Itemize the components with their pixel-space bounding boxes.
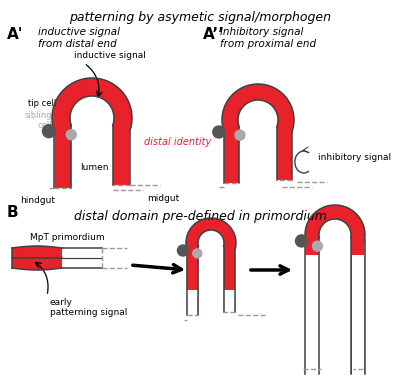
Text: A’’: A’’ <box>203 27 225 42</box>
Text: lumen: lumen <box>80 163 108 173</box>
Polygon shape <box>187 290 198 315</box>
Text: midgut: midgut <box>147 194 179 203</box>
Circle shape <box>193 249 202 258</box>
Circle shape <box>213 126 225 138</box>
Text: tip cell: tip cell <box>28 99 56 108</box>
Polygon shape <box>70 96 114 188</box>
Text: MpT primordium: MpT primordium <box>30 233 105 242</box>
Text: patterning by asymetic signal/morphogen: patterning by asymetic signal/morphogen <box>69 11 331 24</box>
Polygon shape <box>12 246 62 270</box>
Polygon shape <box>198 230 224 315</box>
Polygon shape <box>319 219 351 374</box>
Polygon shape <box>238 100 278 183</box>
Text: inductive signal
from distal end: inductive signal from distal end <box>38 27 120 49</box>
Polygon shape <box>186 218 236 315</box>
Polygon shape <box>52 78 132 188</box>
Text: inhibitory signal
from proximal end: inhibitory signal from proximal end <box>220 27 316 49</box>
Polygon shape <box>305 205 365 374</box>
Text: early
patterning signal: early patterning signal <box>50 298 127 317</box>
Polygon shape <box>304 255 320 374</box>
Circle shape <box>42 125 56 138</box>
Polygon shape <box>224 290 235 312</box>
Text: inhibitory signal: inhibitory signal <box>318 152 391 162</box>
Text: B: B <box>7 205 19 220</box>
Text: sibling: sibling <box>24 112 52 120</box>
Text: distal domain pre-defined in primordium: distal domain pre-defined in primordium <box>74 210 326 223</box>
Polygon shape <box>222 84 294 183</box>
Circle shape <box>312 241 322 251</box>
Text: cell: cell <box>37 120 52 129</box>
Circle shape <box>66 130 76 140</box>
Text: distal identity: distal identity <box>144 137 211 147</box>
Text: inductive signal: inductive signal <box>74 51 146 60</box>
Text: hindgut: hindgut <box>20 196 55 205</box>
Text: A': A' <box>7 27 24 42</box>
Polygon shape <box>352 255 364 374</box>
Polygon shape <box>62 248 102 268</box>
Circle shape <box>235 130 245 140</box>
Circle shape <box>296 235 308 247</box>
Circle shape <box>178 245 188 256</box>
